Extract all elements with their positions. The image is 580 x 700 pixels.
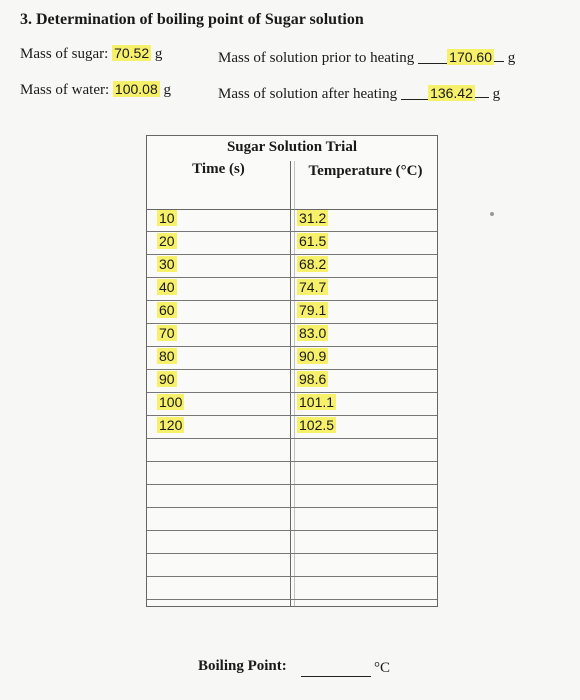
- temperature-value: 83.0: [297, 325, 329, 341]
- mass-sugar-row: Mass of sugar: 70.52 g: [20, 45, 162, 63]
- time-cell: 40: [157, 279, 177, 295]
- temperature-cell: 68.2: [297, 256, 329, 272]
- mass-after-blank: 136.42: [400, 85, 475, 101]
- column-divider-inner: [294, 161, 295, 606]
- temperature-value: 68.2: [297, 256, 329, 272]
- time-cell: 10: [157, 210, 177, 226]
- time-cell: 100: [157, 394, 185, 410]
- table-title: Sugar Solution Trial: [226, 139, 358, 155]
- time-value: 20: [157, 233, 177, 249]
- time-value: 40: [157, 279, 177, 295]
- mass-after-row: Mass of solution after heating 136.42 g: [218, 83, 500, 103]
- table-row: 100 101.1: [147, 393, 437, 416]
- table-row: 80 90.9: [147, 347, 437, 370]
- table-row: 120 102.5: [147, 416, 437, 439]
- temperature-value: 74.7: [297, 279, 329, 295]
- table-row: [147, 485, 437, 508]
- temperature-value: 79.1: [297, 302, 329, 318]
- temperature-cell: 79.1: [297, 302, 329, 318]
- table-row: [147, 439, 437, 462]
- time-cell: 60: [157, 302, 177, 318]
- table-row: 10 31.2: [147, 209, 437, 232]
- trial-table: Sugar Solution Trial Time (s) Temperatur…: [146, 135, 438, 607]
- temperature-cell: 102.5: [297, 417, 337, 433]
- table-row: 40 74.7: [147, 278, 437, 301]
- temperature-cell: 61.5: [297, 233, 329, 249]
- temperature-cell: 101.1: [297, 394, 337, 410]
- time-cell: 70: [157, 325, 177, 341]
- time-cell: 90: [157, 371, 177, 387]
- table-row: [147, 462, 437, 485]
- boiling-point-blank: [301, 676, 371, 677]
- time-cell: 20: [157, 233, 177, 249]
- table-row: [147, 508, 437, 531]
- temperature-value: 102.5: [297, 417, 337, 433]
- table-row: 90 98.6: [147, 370, 437, 393]
- mass-water-row: Mass of water: 100.08 g: [20, 81, 171, 99]
- temperature-cell: 74.7: [297, 279, 329, 295]
- table-row: 60 79.1: [147, 301, 437, 324]
- time-value: 120: [157, 417, 185, 433]
- time-cell: 30: [157, 256, 177, 272]
- mass-prior-value: 170.60: [447, 49, 494, 65]
- column-divider: [290, 161, 291, 606]
- time-value: 80: [157, 348, 177, 364]
- mass-sugar-unit: g: [154, 46, 163, 62]
- time-cell: 80: [157, 348, 177, 364]
- mass-after-label: Mass of solution after heating: [218, 86, 398, 102]
- mass-prior-unit: g: [507, 50, 516, 66]
- time-value: 100: [157, 394, 185, 410]
- mass-sugar-value: 70.52: [112, 45, 152, 61]
- table-row: 70 83.0: [147, 324, 437, 347]
- temperature-value: 98.6: [297, 371, 329, 387]
- mass-after-blank-tail: [474, 83, 489, 98]
- mass-after-unit: g: [492, 86, 501, 102]
- table-row: [147, 531, 437, 554]
- mass-prior-label: Mass of solution prior to heating: [218, 50, 415, 66]
- temperature-cell: 83.0: [297, 325, 329, 341]
- column-header-time: Time (s): [192, 161, 245, 177]
- temperature-value: 61.5: [297, 233, 329, 249]
- mass-after-value: 136.42: [428, 85, 475, 101]
- time-value: 30: [157, 256, 177, 272]
- table-row: 20 61.5: [147, 232, 437, 255]
- table-header: Sugar Solution Trial Time (s) Temperatur…: [147, 136, 437, 210]
- time-value: 70: [157, 325, 177, 341]
- mass-prior-blank-tail: [493, 47, 504, 62]
- temperature-cell: 90.9: [297, 348, 329, 364]
- temperature-cell: 98.6: [297, 371, 329, 387]
- temperature-cell: 31.2: [297, 210, 329, 226]
- time-value: 10: [157, 210, 177, 226]
- time-value: 60: [157, 302, 177, 318]
- mass-sugar-label: Mass of sugar:: [20, 46, 109, 62]
- mass-water-unit: g: [163, 82, 171, 98]
- mass-prior-row: Mass of solution prior to heating 170.60…: [218, 47, 515, 67]
- temperature-value: 90.9: [297, 348, 329, 364]
- section-title: 3. Determination of boiling point of Sug…: [20, 11, 364, 28]
- time-cell: 120: [157, 417, 185, 433]
- mass-water-label: Mass of water:: [20, 82, 110, 98]
- table-row: [147, 554, 437, 577]
- table-row: 30 68.2: [147, 255, 437, 278]
- temperature-value: 101.1: [297, 394, 337, 410]
- boiling-point-unit: °C: [374, 660, 391, 676]
- temperature-value: 31.2: [297, 210, 329, 226]
- scan-dot: [490, 212, 494, 216]
- table-row: [147, 577, 437, 600]
- time-value: 90: [157, 371, 177, 387]
- boiling-point-label: Boiling Point:: [198, 658, 287, 674]
- mass-prior-blank: 170.60: [417, 49, 494, 65]
- mass-water-value: 100.08: [112, 81, 160, 97]
- column-header-temperature: Temperature (°C): [308, 163, 423, 179]
